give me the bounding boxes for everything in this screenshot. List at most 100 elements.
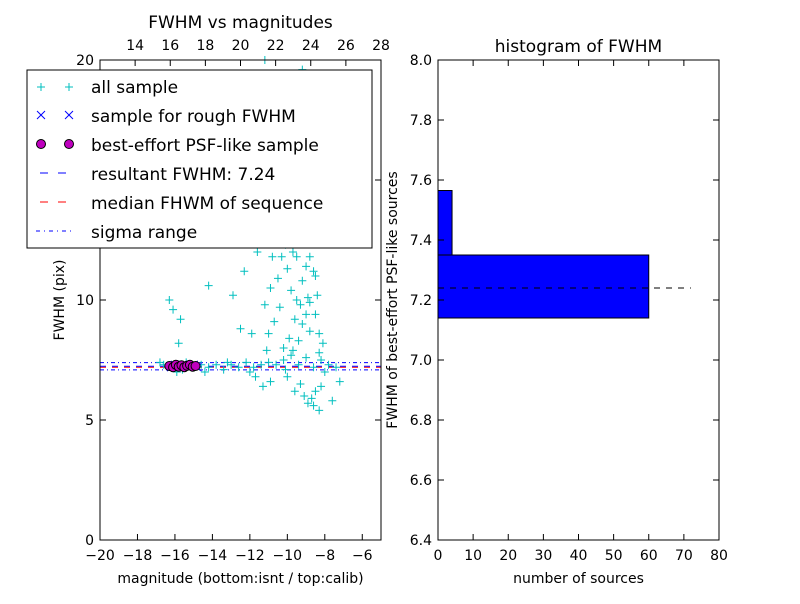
point-all-sample [176,315,185,324]
left-top-x-tick-label: 26 [337,38,355,54]
point-all-sample [313,291,322,300]
histogram-bar [437,254,650,319]
right-x-tick-label: 10 [464,548,482,564]
point-all-sample [287,351,296,360]
point-all-sample [324,360,333,369]
left-x-tick-label: −18 [123,548,153,564]
scatter-chart-fwhm-vs-magnitudes: −20 −18 −16 −14 −12 −10 −8 −6 14 16 18 20 22 24 26 28 0 5… [26,13,390,587]
legend-entry-rough-fwhm: sample for rough FWHM [36,107,296,127]
right-y-tick-label: 7.4 [410,233,432,249]
point-all-sample [311,387,320,396]
point-all-sample [266,284,275,292]
point-all-sample [305,252,314,261]
legend-entry-sigma-range: sigma range [36,223,197,243]
point-all-sample [302,262,311,271]
point-all-sample [273,274,282,283]
left-top-x-tick-label: 22 [267,38,285,54]
left-top-x-tick-label: 20 [232,38,250,54]
point-all-sample [298,276,307,285]
legend: all sample sample for rough FWHM best-ef… [26,69,373,249]
right-chart-title: histogram of FWHM [495,37,662,57]
left-top-x-tick-label: 18 [196,38,214,54]
point-all-sample [315,406,324,415]
legend-marker-circle [36,139,74,149]
left-axis-ticks: −20 −18 −16 −14 −12 −10 −8 −6 14 16 18 20 22 24 26 28 0 5… [76,38,390,564]
left-top-x-tick-label: 16 [161,38,179,54]
point-all-sample [212,360,221,369]
point-all-sample [317,382,326,391]
left-top-x-tick-label: 28 [372,38,390,54]
point-all-sample [305,298,314,307]
point-all-sample [174,339,183,348]
point-all-sample [335,377,344,386]
point-all-sample [266,377,275,386]
point-psf-like [190,361,201,371]
legend-label-sigma-range: sigma range [91,223,197,243]
point-all-sample [247,329,256,338]
histogram-bar [437,190,453,256]
legend-label-resultant-fwhm: resultant FWHM: 7.24 [91,165,275,185]
point-all-sample [277,252,286,261]
legend-entry-median-fwhm: median FHWM of sequence [36,194,323,214]
left-y-tick-label: 5 [85,413,94,429]
right-y-tick-label: 6.8 [410,413,432,429]
point-all-sample [317,356,326,364]
left-x-tick-label: −16 [160,548,190,564]
right-x-tick-label: 60 [640,548,658,564]
point-all-sample [253,248,262,256]
point-all-sample [268,252,277,261]
point-all-sample [242,358,251,367]
point-all-sample [264,329,273,338]
point-all-sample [290,315,299,324]
right-y-tick-label: 7.2 [410,293,432,309]
right-x-tick-label: 70 [675,548,693,564]
point-all-sample [279,356,288,364]
point-all-sample [236,324,245,333]
legend-entry-resultant-fwhm: resultant FWHM: 7.24 [36,165,275,185]
right-x-tick-label: 30 [534,548,552,564]
point-all-sample [294,336,303,345]
right-axis-ticks: 0 10 20 30 40 50 60 70 80 6.4 6.6 6.8 7.0 7.2 7.4 7.6 7.… [410,53,728,564]
right-y-axis-label: FWHM of best-effort PSF-like sources [385,171,401,428]
right-y-tick-label: 6.4 [410,533,432,549]
left-chart-title: FWHM vs magnitudes [148,13,333,33]
point-all-sample [309,267,318,276]
point-all-sample [302,353,311,362]
point-all-sample [311,310,320,319]
point-all-sample [251,372,260,381]
legend-marker-plus [37,83,73,91]
point-all-sample [155,358,164,367]
right-x-tick-label: 40 [570,548,588,564]
point-all-sample [290,387,299,396]
right-y-tick-label: 7.6 [410,173,432,189]
legend-label-median-fwhm: median FHWM of sequence [91,194,323,214]
point-all-sample [234,363,243,372]
point-all-sample [303,293,312,302]
point-all-sample [285,334,294,343]
point-all-sample [283,264,292,273]
left-x-tick-label: −12 [235,548,265,564]
left-x-tick-label: −8 [314,548,335,564]
point-all-sample [249,363,258,372]
point-all-sample [294,360,303,369]
left-top-x-tick-label: 24 [302,38,320,54]
point-all-sample [272,360,281,369]
point-all-sample [283,372,292,381]
point-all-sample [223,358,232,367]
right-x-tick-label: 20 [499,548,517,564]
point-all-sample [309,363,318,372]
point-all-sample [200,368,209,376]
point-all-sample [264,358,273,367]
left-x-tick-label: −14 [198,548,228,564]
point-all-sample [288,346,297,355]
legend-label-rough-fwhm: sample for rough FWHM [91,107,296,127]
point-all-sample [292,296,301,304]
left-x-axis-label: magnitude (bottom:isnt / top:calib) [117,571,363,587]
point-all-sample [315,348,324,357]
left-x-tick-label: −6 [352,548,373,564]
point-all-sample [258,382,267,391]
point-all-sample [287,286,296,295]
point-all-sample [332,363,341,372]
legend-label-psf-like: best-effort PSF-like sample [91,136,319,156]
